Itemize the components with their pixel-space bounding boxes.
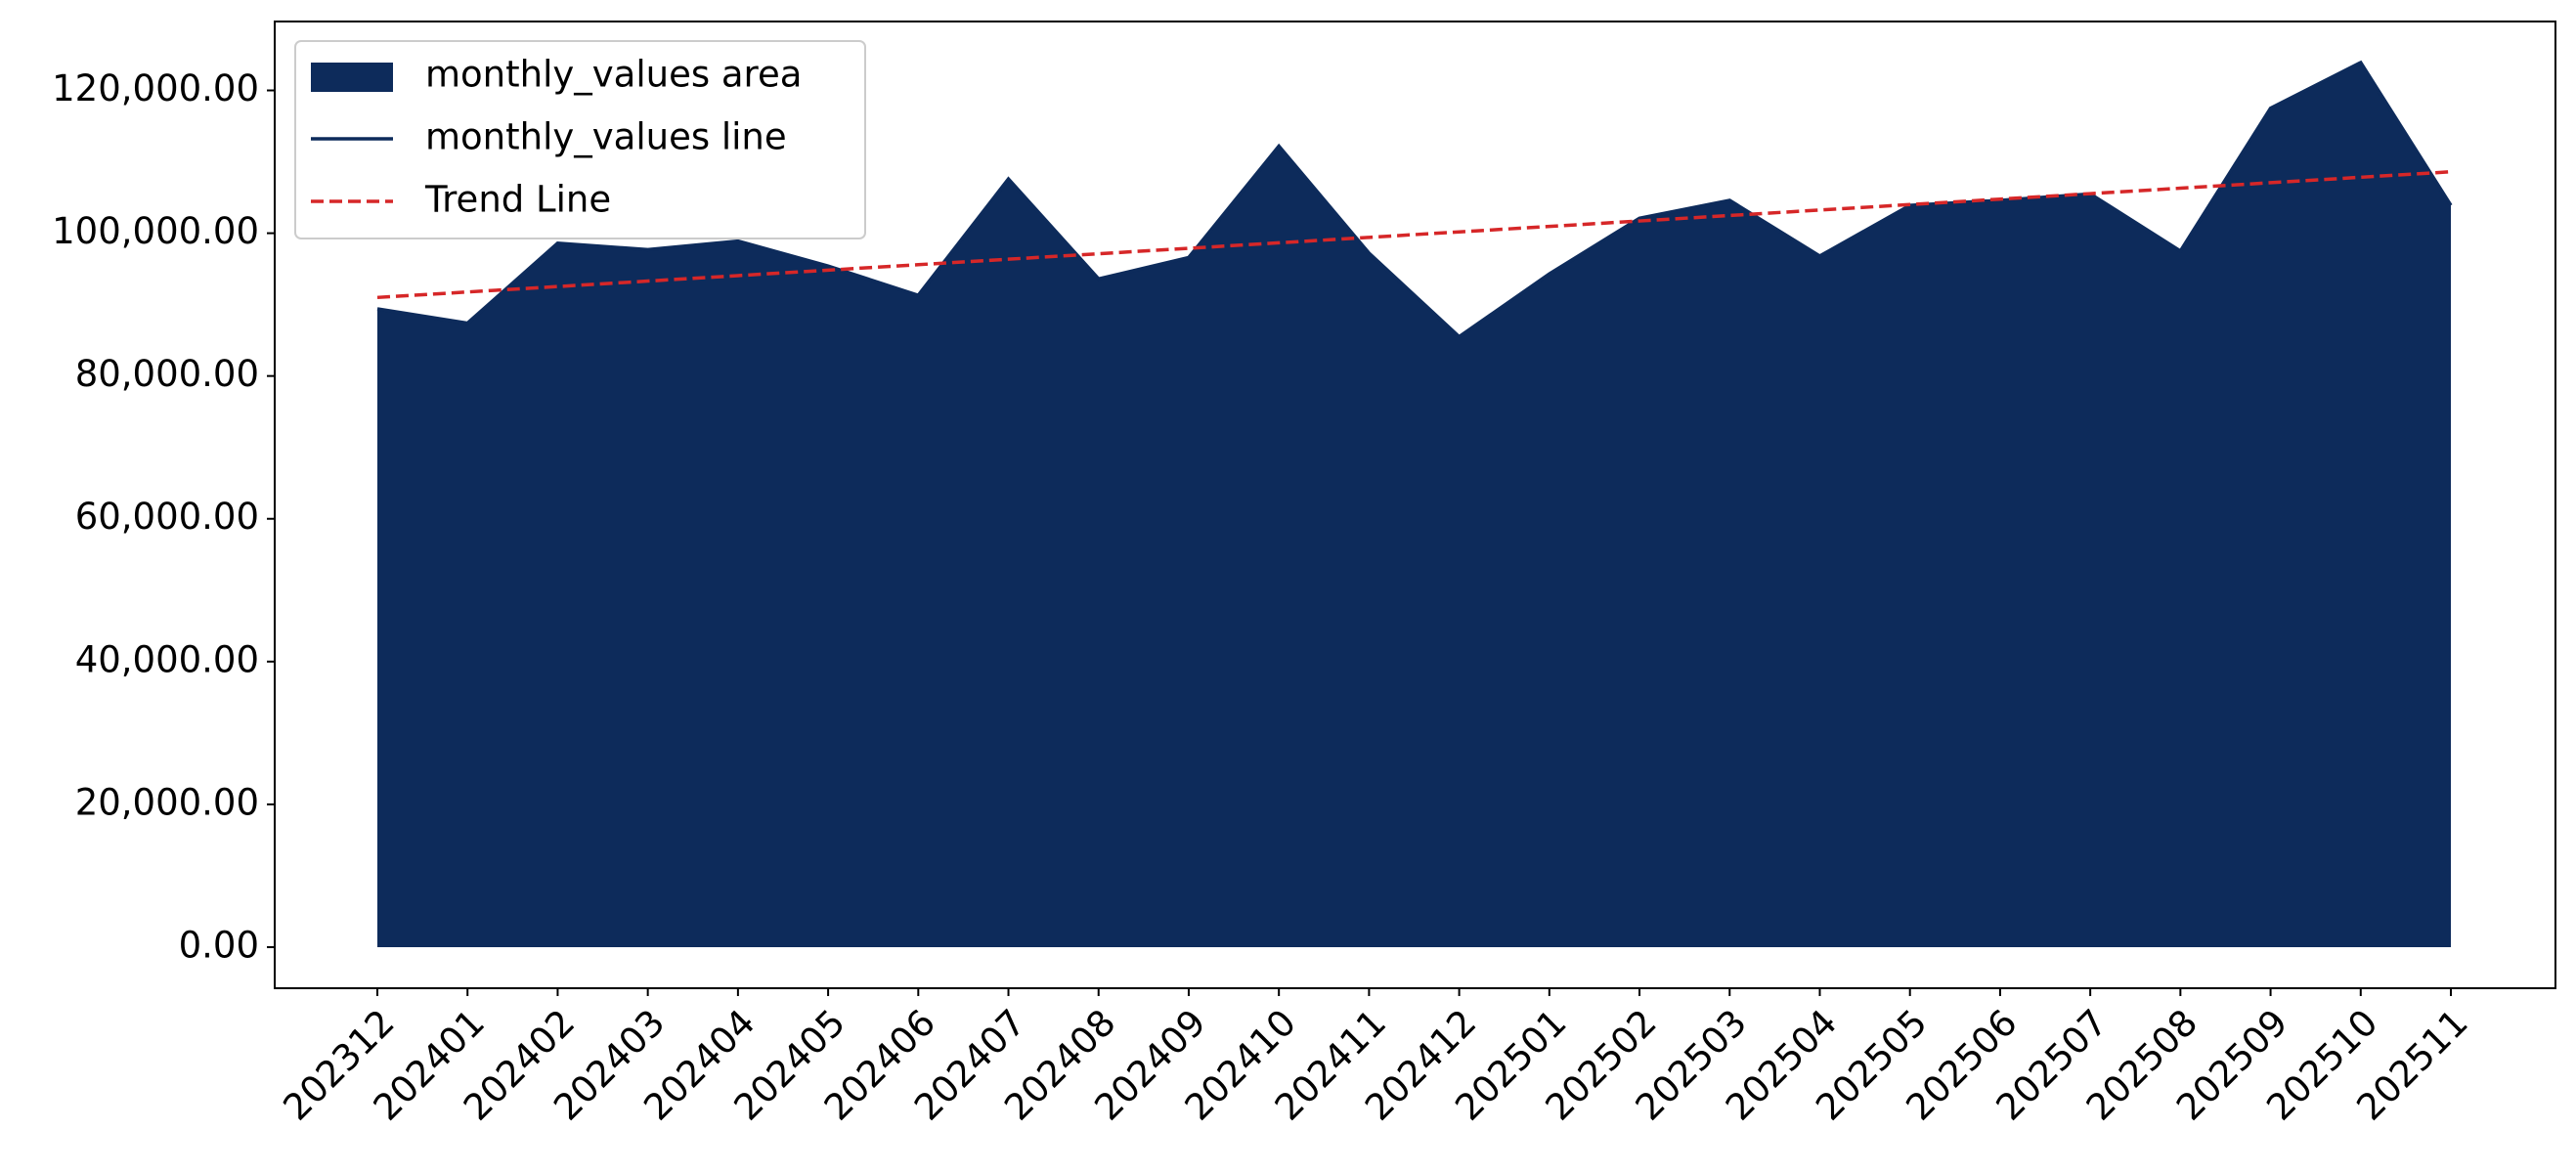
legend-label: monthly_values line: [425, 116, 787, 158]
y-tick-label: 60,000.00: [75, 496, 259, 538]
legend-label: Trend Line: [424, 179, 611, 221]
plot-frame: [274, 21, 2556, 989]
y-tick-label: 40,000.00: [75, 638, 259, 680]
y-tick-label: 120,000.00: [52, 67, 259, 109]
line: [376, 60, 2453, 339]
y-tick-label: 20,000.00: [75, 781, 259, 823]
legend: monthly_values area monthly_values line Tr…: [294, 40, 866, 239]
area: [377, 62, 2451, 948]
legend-label: monthly_values area: [425, 54, 802, 96]
legend-swatch: [311, 63, 393, 92]
y-tick-label: 80,000.00: [75, 353, 259, 395]
y-tick-label: 0.00: [179, 925, 259, 967]
line: [376, 170, 2452, 300]
y-tick-label: 100,000.00: [52, 210, 259, 252]
legend-box: [294, 40, 866, 239]
